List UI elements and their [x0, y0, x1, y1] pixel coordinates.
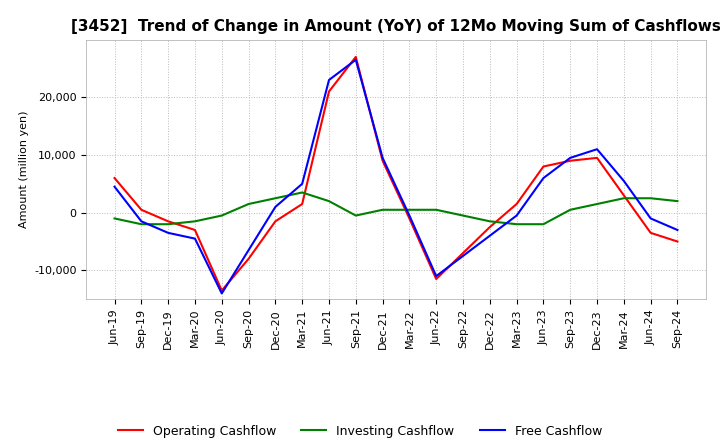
Operating Cashflow — [647, 230, 655, 235]
Investing Cashflow — [432, 207, 441, 213]
Free Cashflow — [566, 155, 575, 161]
Investing Cashflow — [325, 198, 333, 204]
Free Cashflow — [298, 181, 307, 187]
Free Cashflow — [459, 253, 467, 259]
Investing Cashflow — [485, 219, 494, 224]
Line: Free Cashflow: Free Cashflow — [114, 60, 678, 293]
Investing Cashflow — [593, 202, 601, 207]
Legend: Operating Cashflow, Investing Cashflow, Free Cashflow: Operating Cashflow, Investing Cashflow, … — [113, 420, 607, 440]
Free Cashflow — [619, 178, 628, 183]
Operating Cashflow — [378, 158, 387, 163]
Investing Cashflow — [191, 219, 199, 224]
Investing Cashflow — [513, 222, 521, 227]
Operating Cashflow — [485, 224, 494, 230]
Operating Cashflow — [405, 216, 414, 221]
Free Cashflow — [110, 184, 119, 189]
Investing Cashflow — [378, 207, 387, 213]
Investing Cashflow — [619, 196, 628, 201]
Free Cashflow — [513, 213, 521, 218]
Free Cashflow — [191, 236, 199, 241]
Free Cashflow — [378, 155, 387, 161]
Operating Cashflow — [325, 89, 333, 94]
Free Cashflow — [593, 147, 601, 152]
Operating Cashflow — [619, 193, 628, 198]
Investing Cashflow — [459, 213, 467, 218]
Investing Cashflow — [244, 202, 253, 207]
Operating Cashflow — [351, 54, 360, 59]
Operating Cashflow — [164, 219, 173, 224]
Operating Cashflow — [191, 227, 199, 233]
Investing Cashflow — [164, 222, 173, 227]
Title: [3452]  Trend of Change in Amount (YoY) of 12Mo Moving Sum of Cashflows: [3452] Trend of Change in Amount (YoY) o… — [71, 19, 720, 34]
Investing Cashflow — [217, 213, 226, 218]
Investing Cashflow — [298, 190, 307, 195]
Line: Operating Cashflow: Operating Cashflow — [114, 57, 678, 290]
Investing Cashflow — [110, 216, 119, 221]
Free Cashflow — [217, 291, 226, 296]
Operating Cashflow — [137, 207, 145, 213]
Investing Cashflow — [405, 207, 414, 213]
Free Cashflow — [137, 219, 145, 224]
Free Cashflow — [673, 227, 682, 233]
Operating Cashflow — [432, 276, 441, 282]
Operating Cashflow — [513, 202, 521, 207]
Free Cashflow — [432, 274, 441, 279]
Investing Cashflow — [566, 207, 575, 213]
Y-axis label: Amount (million yen): Amount (million yen) — [19, 110, 29, 228]
Free Cashflow — [539, 176, 548, 181]
Free Cashflow — [351, 57, 360, 62]
Operating Cashflow — [244, 256, 253, 261]
Investing Cashflow — [673, 198, 682, 204]
Operating Cashflow — [271, 219, 279, 224]
Operating Cashflow — [110, 176, 119, 181]
Investing Cashflow — [351, 213, 360, 218]
Operating Cashflow — [217, 288, 226, 293]
Investing Cashflow — [539, 222, 548, 227]
Operating Cashflow — [593, 155, 601, 161]
Operating Cashflow — [298, 202, 307, 207]
Investing Cashflow — [137, 222, 145, 227]
Free Cashflow — [325, 77, 333, 83]
Free Cashflow — [164, 230, 173, 235]
Free Cashflow — [405, 213, 414, 218]
Investing Cashflow — [271, 196, 279, 201]
Operating Cashflow — [459, 250, 467, 256]
Investing Cashflow — [647, 196, 655, 201]
Operating Cashflow — [566, 158, 575, 163]
Free Cashflow — [485, 233, 494, 238]
Operating Cashflow — [539, 164, 548, 169]
Free Cashflow — [647, 216, 655, 221]
Line: Investing Cashflow: Investing Cashflow — [114, 192, 678, 224]
Operating Cashflow — [673, 239, 682, 244]
Free Cashflow — [244, 248, 253, 253]
Free Cashflow — [271, 204, 279, 209]
